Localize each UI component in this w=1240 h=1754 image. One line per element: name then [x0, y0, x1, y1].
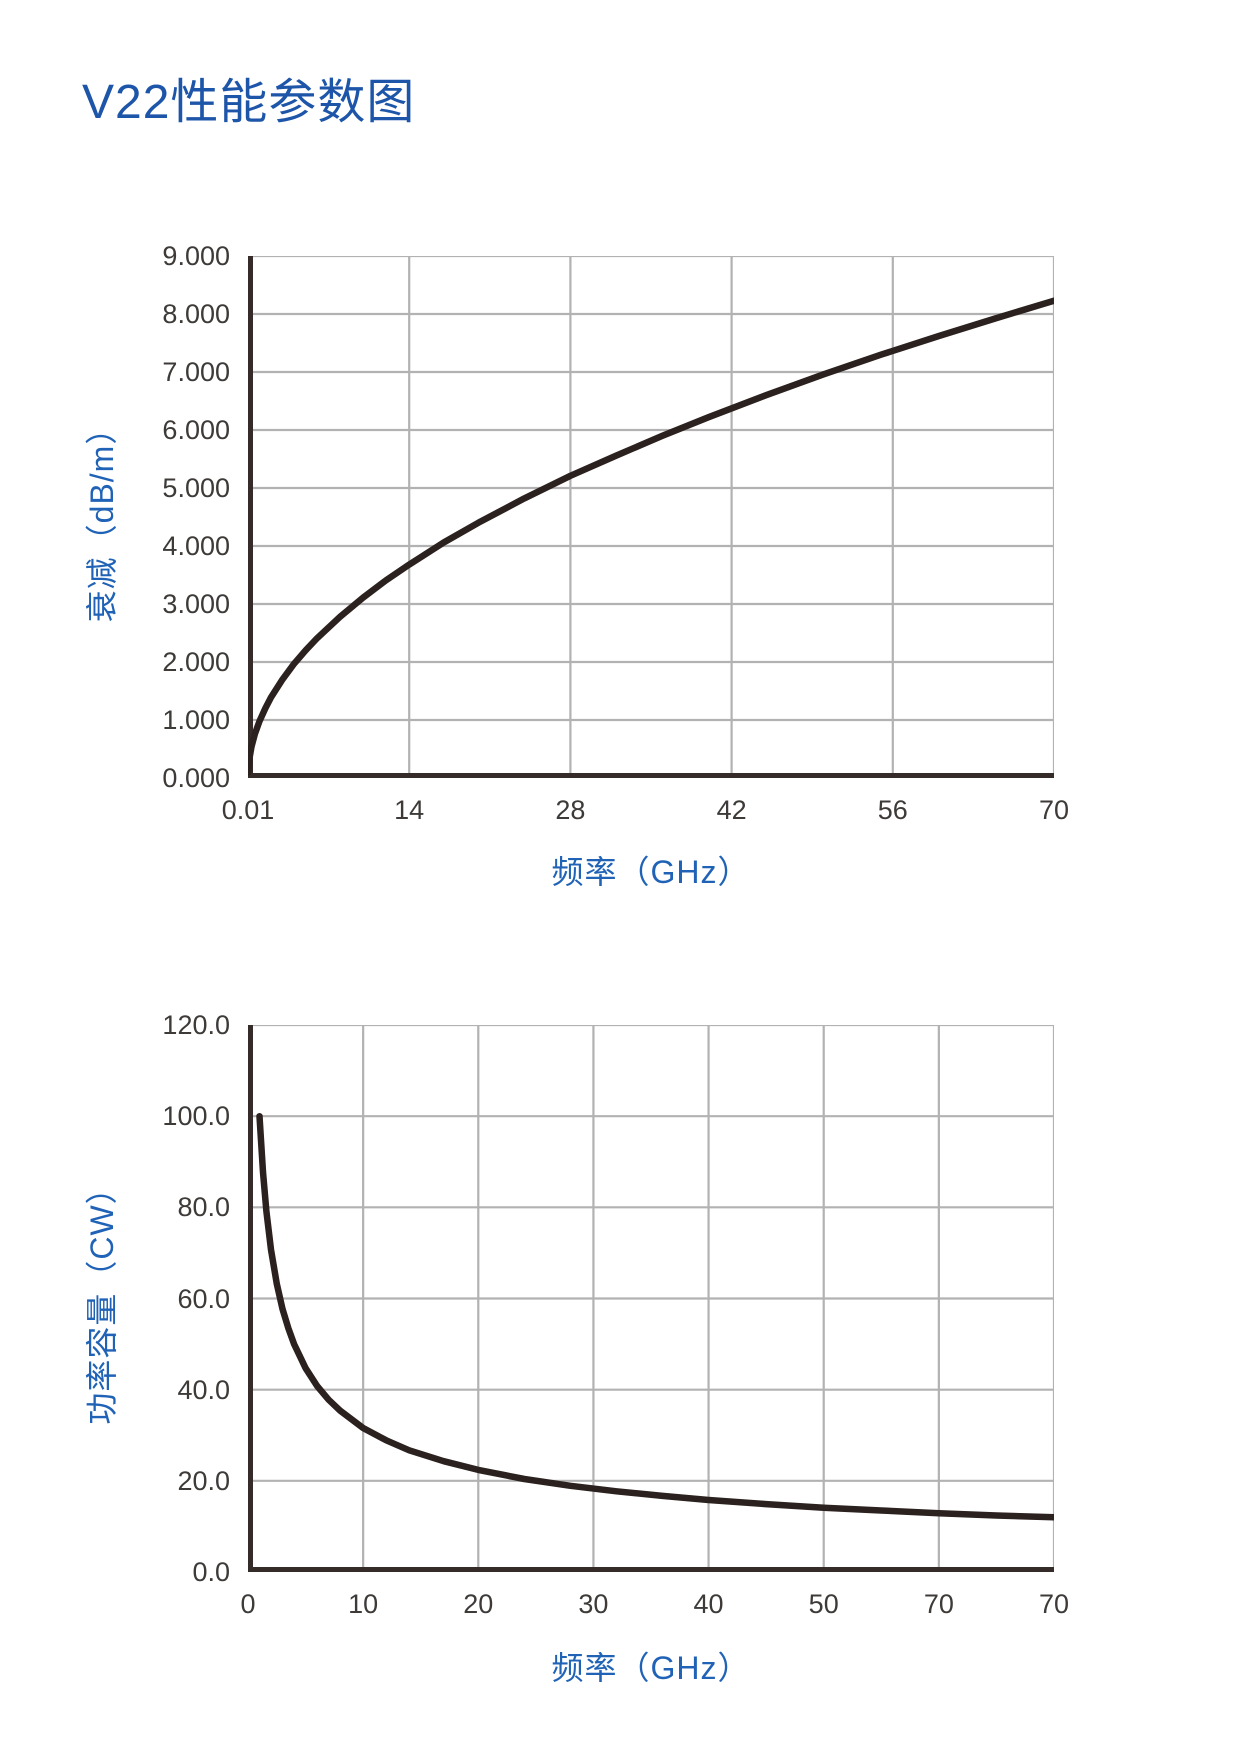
attenuation-vs-frequency-canvas [248, 256, 1054, 778]
y-tick-label: 2.000 [162, 647, 230, 677]
y-tick-label: 1.000 [162, 705, 230, 735]
y-tick-label: 3.000 [162, 589, 230, 619]
axes [248, 256, 1054, 778]
x-tick-label: 56 [877, 795, 908, 825]
y-tick-label: 9.000 [162, 241, 230, 271]
attenuation-y-axis-title: 衰减（dB/m） [84, 411, 120, 623]
page-title: V22性能参数图 [82, 76, 416, 129]
y-tick-label: 7.000 [162, 357, 230, 387]
y-tick-label: 60.0 [177, 1283, 230, 1314]
power-capacity-y-axis-title: 功率容量（CW） [84, 1171, 120, 1425]
attenuation-plot-area [248, 256, 1054, 778]
x-tick-label: 40 [693, 1589, 724, 1619]
x-tick-label: 42 [716, 795, 747, 825]
y-tick-label: 5.000 [162, 473, 230, 503]
x-tick-label: 50 [808, 1589, 839, 1619]
gridlines [248, 1025, 1054, 1572]
y-tick-label: 6.000 [162, 415, 230, 445]
x-tick-label: 70 [1038, 795, 1070, 825]
y-tick-label: 20.0 [177, 1465, 230, 1496]
y-tick-label: 40.0 [177, 1374, 230, 1405]
y-tick-label: 100.0 [162, 1101, 230, 1132]
power-capacity-x-axis-title: 频率（GHz） [551, 1650, 751, 1686]
x-tick-label: 30 [578, 1589, 609, 1619]
x-tick-label: 0.01 [221, 795, 275, 825]
y-tick-label: 0.000 [162, 763, 230, 793]
x-tick-label: 14 [394, 795, 425, 825]
y-tick-label: 4.000 [162, 531, 230, 561]
gridlines [248, 256, 1054, 778]
axes [248, 1025, 1054, 1572]
power-capacity-vs-frequency-canvas [248, 1025, 1054, 1572]
y-tick-label: 0.0 [192, 1557, 230, 1587]
x-tick-label: 70 [1038, 1589, 1070, 1619]
x-tick-label: 10 [348, 1589, 379, 1619]
x-tick-label: 0 [240, 1589, 256, 1619]
x-tick-label: 28 [555, 795, 586, 825]
attenuation-vs-frequency-curve [248, 297, 1054, 776]
x-tick-label: 20 [463, 1589, 494, 1619]
y-tick-label: 80.0 [177, 1192, 230, 1223]
y-tick-label: 8.000 [162, 299, 230, 329]
power-capacity-vs-frequency-curve [256, 1112, 1054, 1521]
power-capacity-plot-area [248, 1025, 1054, 1572]
attenuation-x-axis-title: 频率（GHz） [551, 854, 751, 890]
x-tick-label: 70 [923, 1589, 954, 1619]
y-tick-label: 120.0 [162, 1010, 230, 1040]
